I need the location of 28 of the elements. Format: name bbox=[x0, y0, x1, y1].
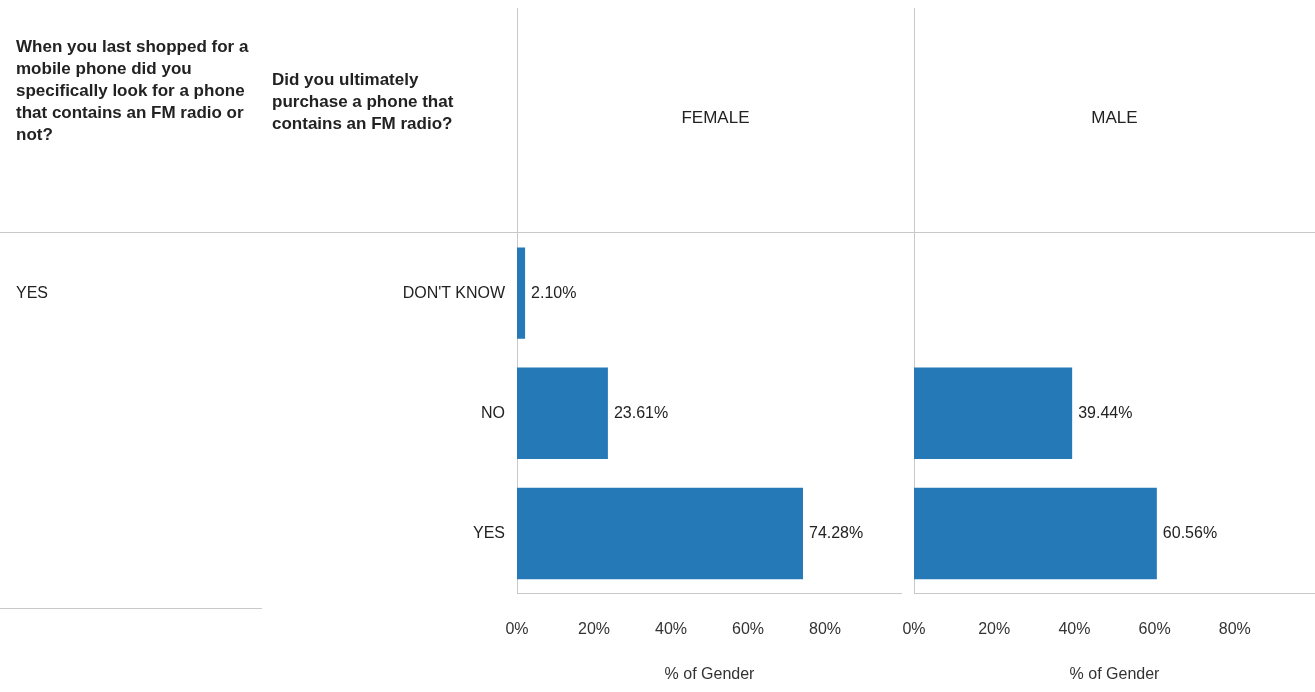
y-tick-label: DON'T KNOW bbox=[402, 283, 506, 301]
data-label: 60.56% bbox=[1162, 523, 1218, 541]
y-tick-label: NO bbox=[481, 403, 505, 421]
x-tick-label: 40% bbox=[1058, 619, 1091, 637]
bar bbox=[517, 247, 526, 339]
x-tick-label: 0% bbox=[902, 619, 926, 637]
x-tick-label: 20% bbox=[577, 619, 611, 637]
data-label: 39.44% bbox=[1078, 403, 1133, 421]
text: YES bbox=[16, 284, 49, 302]
x-tick-label: 60% bbox=[1138, 619, 1171, 637]
bar bbox=[517, 487, 803, 580]
x-tick-label: 80% bbox=[1218, 619, 1251, 637]
y-tick-label: YES bbox=[472, 523, 505, 541]
x-tick-label: 40% bbox=[654, 619, 688, 637]
text: When you last shopped for a mobile phone did you specifically look for a phone that contains an FM radio or not? bbox=[16, 36, 250, 146]
x-tick-label: 80% bbox=[808, 619, 842, 637]
x-tick-label: 20% bbox=[978, 619, 1011, 637]
x-axis-title: % of Gender bbox=[1069, 664, 1161, 682]
x-axis-title: % of Gender bbox=[664, 664, 756, 682]
x-tick-label: 0% bbox=[505, 619, 529, 637]
text: Did you ultimately purchase a phone that contains an FM radio? bbox=[272, 69, 455, 135]
chart-title: MALE bbox=[1090, 108, 1139, 128]
data-label: 23.61% bbox=[613, 403, 669, 421]
data-label: 2.10% bbox=[531, 283, 577, 301]
x-tick-label: 60% bbox=[731, 619, 765, 637]
bar bbox=[517, 367, 608, 459]
chart-title: FEMALE bbox=[680, 108, 751, 128]
data-label: 74.28% bbox=[808, 523, 864, 541]
